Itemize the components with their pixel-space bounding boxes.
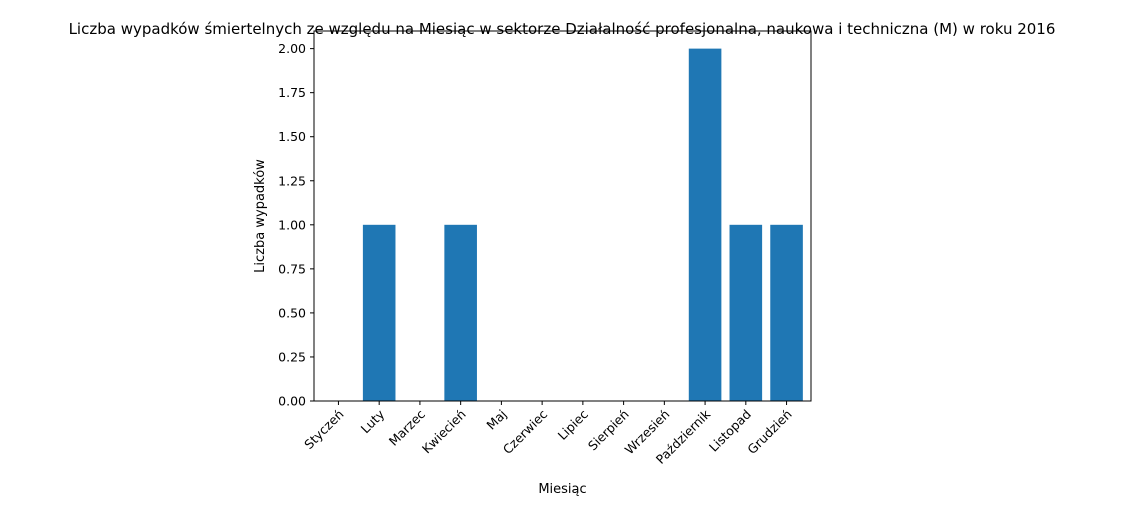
bar-11 [729,224,763,401]
bar-2 [362,224,396,401]
y-axis-label: Liczba wypadków [253,159,268,273]
y-axis-ticks: 0.00 0.25 0.50 0.75 1.00 1.25 1.50 1.75 2.00 [278,41,314,409]
x-tick-label: Grudzień [744,407,794,457]
bars-group [362,48,803,401]
x-tick-label: Kwiecień [419,407,469,457]
x-tick-label: Czerwiec [500,406,551,457]
x-axis-label: Miesiąc [538,482,586,497]
bar-10 [688,48,722,401]
chart-title: Liczba wypadków śmiertelnych ze względu … [69,20,1056,38]
y-tick-label: 1.25 [278,173,306,188]
y-tick-label: 0.50 [278,305,306,320]
x-tick-label: Maj [483,407,509,433]
x-tick-label: Styczeń [301,407,346,452]
plot-frame [313,30,812,402]
bar-4 [444,224,477,401]
y-tick-label: 2.00 [278,41,306,56]
y-tick-label: 0.25 [278,349,306,364]
x-tick-label: Lipiec [555,406,591,442]
y-tick-label: 1.00 [278,217,306,232]
y-tick-label: 1.75 [278,85,306,100]
bar-12 [770,224,803,401]
y-tick-label: 0.75 [278,261,306,276]
x-tick-label: Luty [358,406,388,436]
y-tick-label: 1.50 [278,129,306,144]
y-tick-label: 0.00 [278,394,306,409]
